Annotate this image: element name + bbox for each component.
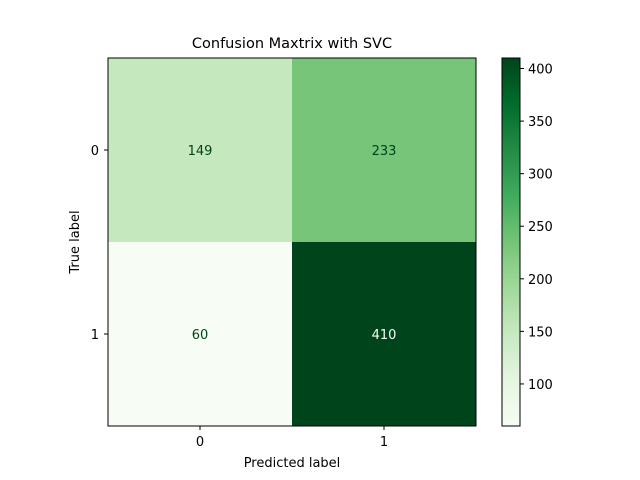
colorbar-tick-label: 200 — [528, 273, 553, 288]
heatmap-cells — [108, 58, 477, 427]
colorbar-tick-label: 100 — [528, 378, 553, 393]
x-axis-label: Predicted label — [244, 456, 341, 471]
y-tick-label: 0 — [91, 144, 99, 159]
colorbar — [502, 58, 520, 426]
heatmap-cell — [292, 58, 477, 243]
y-axis-label: True label — [68, 210, 83, 274]
heatmap-cell — [108, 58, 293, 243]
colorbar-frame — [501, 57, 521, 427]
cell-value-labels: 149 233 60 410 — [188, 144, 397, 343]
y-tick-label: 1 — [91, 328, 99, 343]
heatmap-cell — [108, 242, 293, 427]
x-tick-label: 0 — [196, 435, 204, 450]
colorbar-tick-label: 350 — [528, 115, 553, 130]
heatmap-cell — [292, 242, 477, 427]
cell-value-label: 410 — [372, 328, 397, 343]
y-axis-ticks: 01 — [91, 144, 108, 343]
cell-value-label: 60 — [192, 328, 209, 343]
cell-value-label: 233 — [372, 144, 397, 159]
cell-value-label: 149 — [188, 144, 213, 159]
colorbar-tick-label: 400 — [528, 63, 553, 78]
plot-frame — [107, 57, 477, 427]
colorbar-tick-label: 250 — [528, 220, 553, 235]
colorbar-tick-label: 150 — [528, 325, 553, 340]
colorbar-tick-label: 300 — [528, 168, 553, 183]
chart-title: Confusion Maxtrix with SVC — [192, 36, 392, 52]
x-tick-label: 1 — [380, 435, 388, 450]
colorbar-ticks: 100 150 200 250 300 350 400 — [520, 63, 553, 393]
